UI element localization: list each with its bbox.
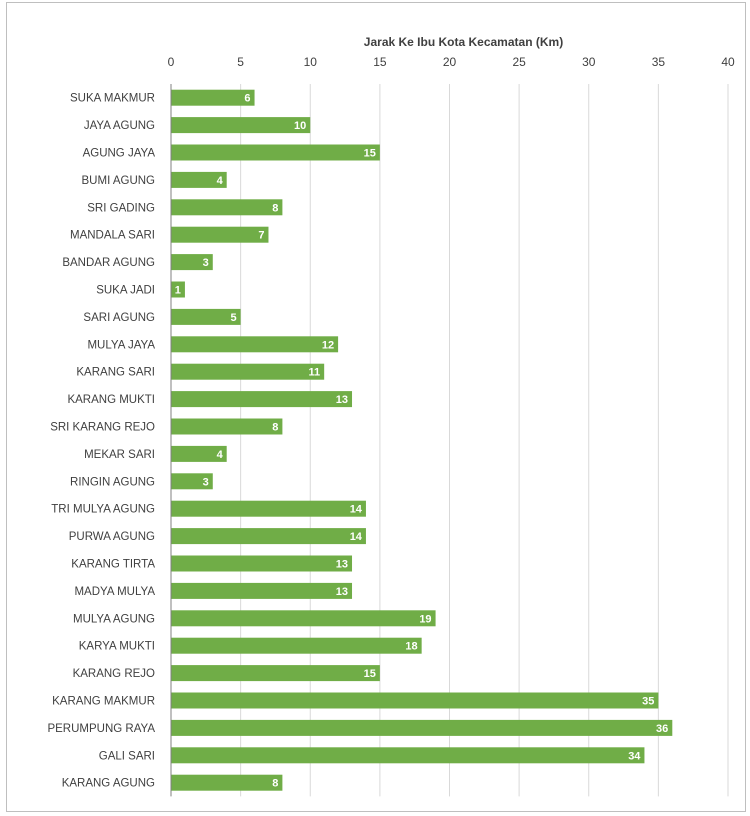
- category-label: SUKA JADI: [96, 285, 155, 297]
- data-label: 5: [231, 312, 237, 324]
- x-tick-label: 10: [304, 55, 318, 69]
- category-label: KARANG REJO: [73, 668, 155, 680]
- category-label: SRI GADING: [87, 202, 155, 214]
- category-label: PERUMPUNG RAYA: [47, 723, 155, 735]
- gridlines: [240, 84, 729, 797]
- data-label: 7: [258, 230, 264, 242]
- category-label: MULYA AGUNG: [73, 613, 155, 625]
- data-label: 10: [294, 120, 306, 132]
- category-label: GALI SARI: [99, 750, 155, 762]
- data-label: 15: [364, 668, 376, 680]
- bar: [171, 226, 269, 243]
- data-label: 4: [217, 175, 224, 187]
- data-label: 1: [175, 285, 181, 297]
- x-tick-label: 5: [237, 55, 244, 69]
- bar: [171, 637, 422, 654]
- data-label: 12: [322, 339, 334, 351]
- bar: [171, 582, 353, 599]
- data-label: 6: [244, 93, 250, 105]
- category-label: KARANG SARI: [76, 367, 155, 379]
- bar: [171, 610, 436, 627]
- data-label: 11: [309, 367, 321, 379]
- category-label: AGUNG JAYA: [83, 148, 156, 160]
- data-label: 3: [203, 476, 209, 488]
- data-label: 19: [419, 613, 431, 625]
- bar: [171, 144, 380, 161]
- data-label: 18: [405, 641, 417, 653]
- data-label: 8: [272, 202, 278, 214]
- data-label: 13: [336, 394, 348, 406]
- bars: 6101548731512111384314141313191815353634…: [171, 89, 673, 791]
- bar: [171, 665, 380, 682]
- bar: [171, 199, 283, 216]
- category-label: MEKAR SARI: [84, 449, 155, 461]
- category-label: SUKA MAKMUR: [70, 93, 155, 105]
- x-tick-label: 0: [168, 55, 175, 69]
- bar: [171, 774, 283, 791]
- bar: [171, 528, 366, 545]
- data-label: 15: [364, 148, 376, 160]
- data-label: 36: [656, 723, 668, 735]
- data-label: 13: [336, 586, 348, 598]
- data-label: 13: [336, 559, 348, 571]
- bar: [171, 281, 185, 298]
- x-tick-label: 15: [373, 55, 387, 69]
- bar: [171, 254, 213, 271]
- category-label: KARYA MUKTI: [79, 641, 155, 653]
- category-label: MULYA JAYA: [87, 339, 155, 351]
- data-label: 14: [350, 504, 363, 516]
- category-label: MANDALA SARI: [70, 230, 155, 242]
- bar: [171, 555, 353, 572]
- category-label: BUMI AGUNG: [82, 175, 156, 187]
- category-label: KARANG AGUNG: [62, 778, 155, 790]
- bar: [171, 747, 645, 764]
- bar: [171, 692, 659, 709]
- bar: [171, 117, 311, 134]
- bar: [171, 89, 255, 106]
- data-label: 3: [203, 257, 209, 269]
- category-label: JAYA AGUNG: [84, 120, 155, 132]
- category-label: PURWA AGUNG: [69, 531, 155, 543]
- bar: [171, 391, 353, 408]
- data-label: 4: [217, 449, 224, 461]
- bar: [171, 445, 227, 462]
- x-axis-title: Jarak Ke Ibu Kota Kecamatan (Km): [364, 35, 563, 49]
- bar: [171, 418, 283, 435]
- category-label: BANDAR AGUNG: [62, 257, 155, 269]
- bar: [171, 500, 366, 517]
- data-label: 8: [272, 422, 278, 434]
- x-tick-label: 25: [512, 55, 526, 69]
- data-label: 14: [350, 531, 363, 543]
- bar: [171, 473, 213, 490]
- category-label: TRI MULYA AGUNG: [51, 504, 155, 516]
- data-label: 34: [628, 750, 641, 762]
- category-labels: SUKA MAKMUR JAYA AGUNG AGUNG JAYA BUMI AGUN…: [47, 93, 155, 790]
- data-label: 8: [272, 778, 278, 790]
- bar: [171, 719, 673, 736]
- category-label: RINGIN AGUNG: [70, 476, 155, 488]
- x-axis-ticks: 0 5 10 15 20 25 30 35 40: [168, 55, 735, 69]
- bar: [171, 336, 339, 353]
- x-tick-label: 30: [582, 55, 596, 69]
- x-tick-label: 35: [652, 55, 666, 69]
- category-label: MADYA MULYA: [74, 586, 155, 598]
- category-label: KARANG MAKMUR: [52, 696, 155, 708]
- category-label: KARANG TIRTA: [71, 559, 155, 571]
- bar: [171, 308, 241, 325]
- bar: [171, 171, 227, 188]
- x-tick-label: 20: [443, 55, 457, 69]
- category-label: SARI AGUNG: [83, 312, 155, 324]
- data-label: 35: [642, 696, 654, 708]
- bar: [171, 363, 325, 380]
- category-label: KARANG MUKTI: [67, 394, 155, 406]
- category-label: SRI KARANG REJO: [50, 422, 155, 434]
- x-tick-label: 40: [721, 55, 735, 69]
